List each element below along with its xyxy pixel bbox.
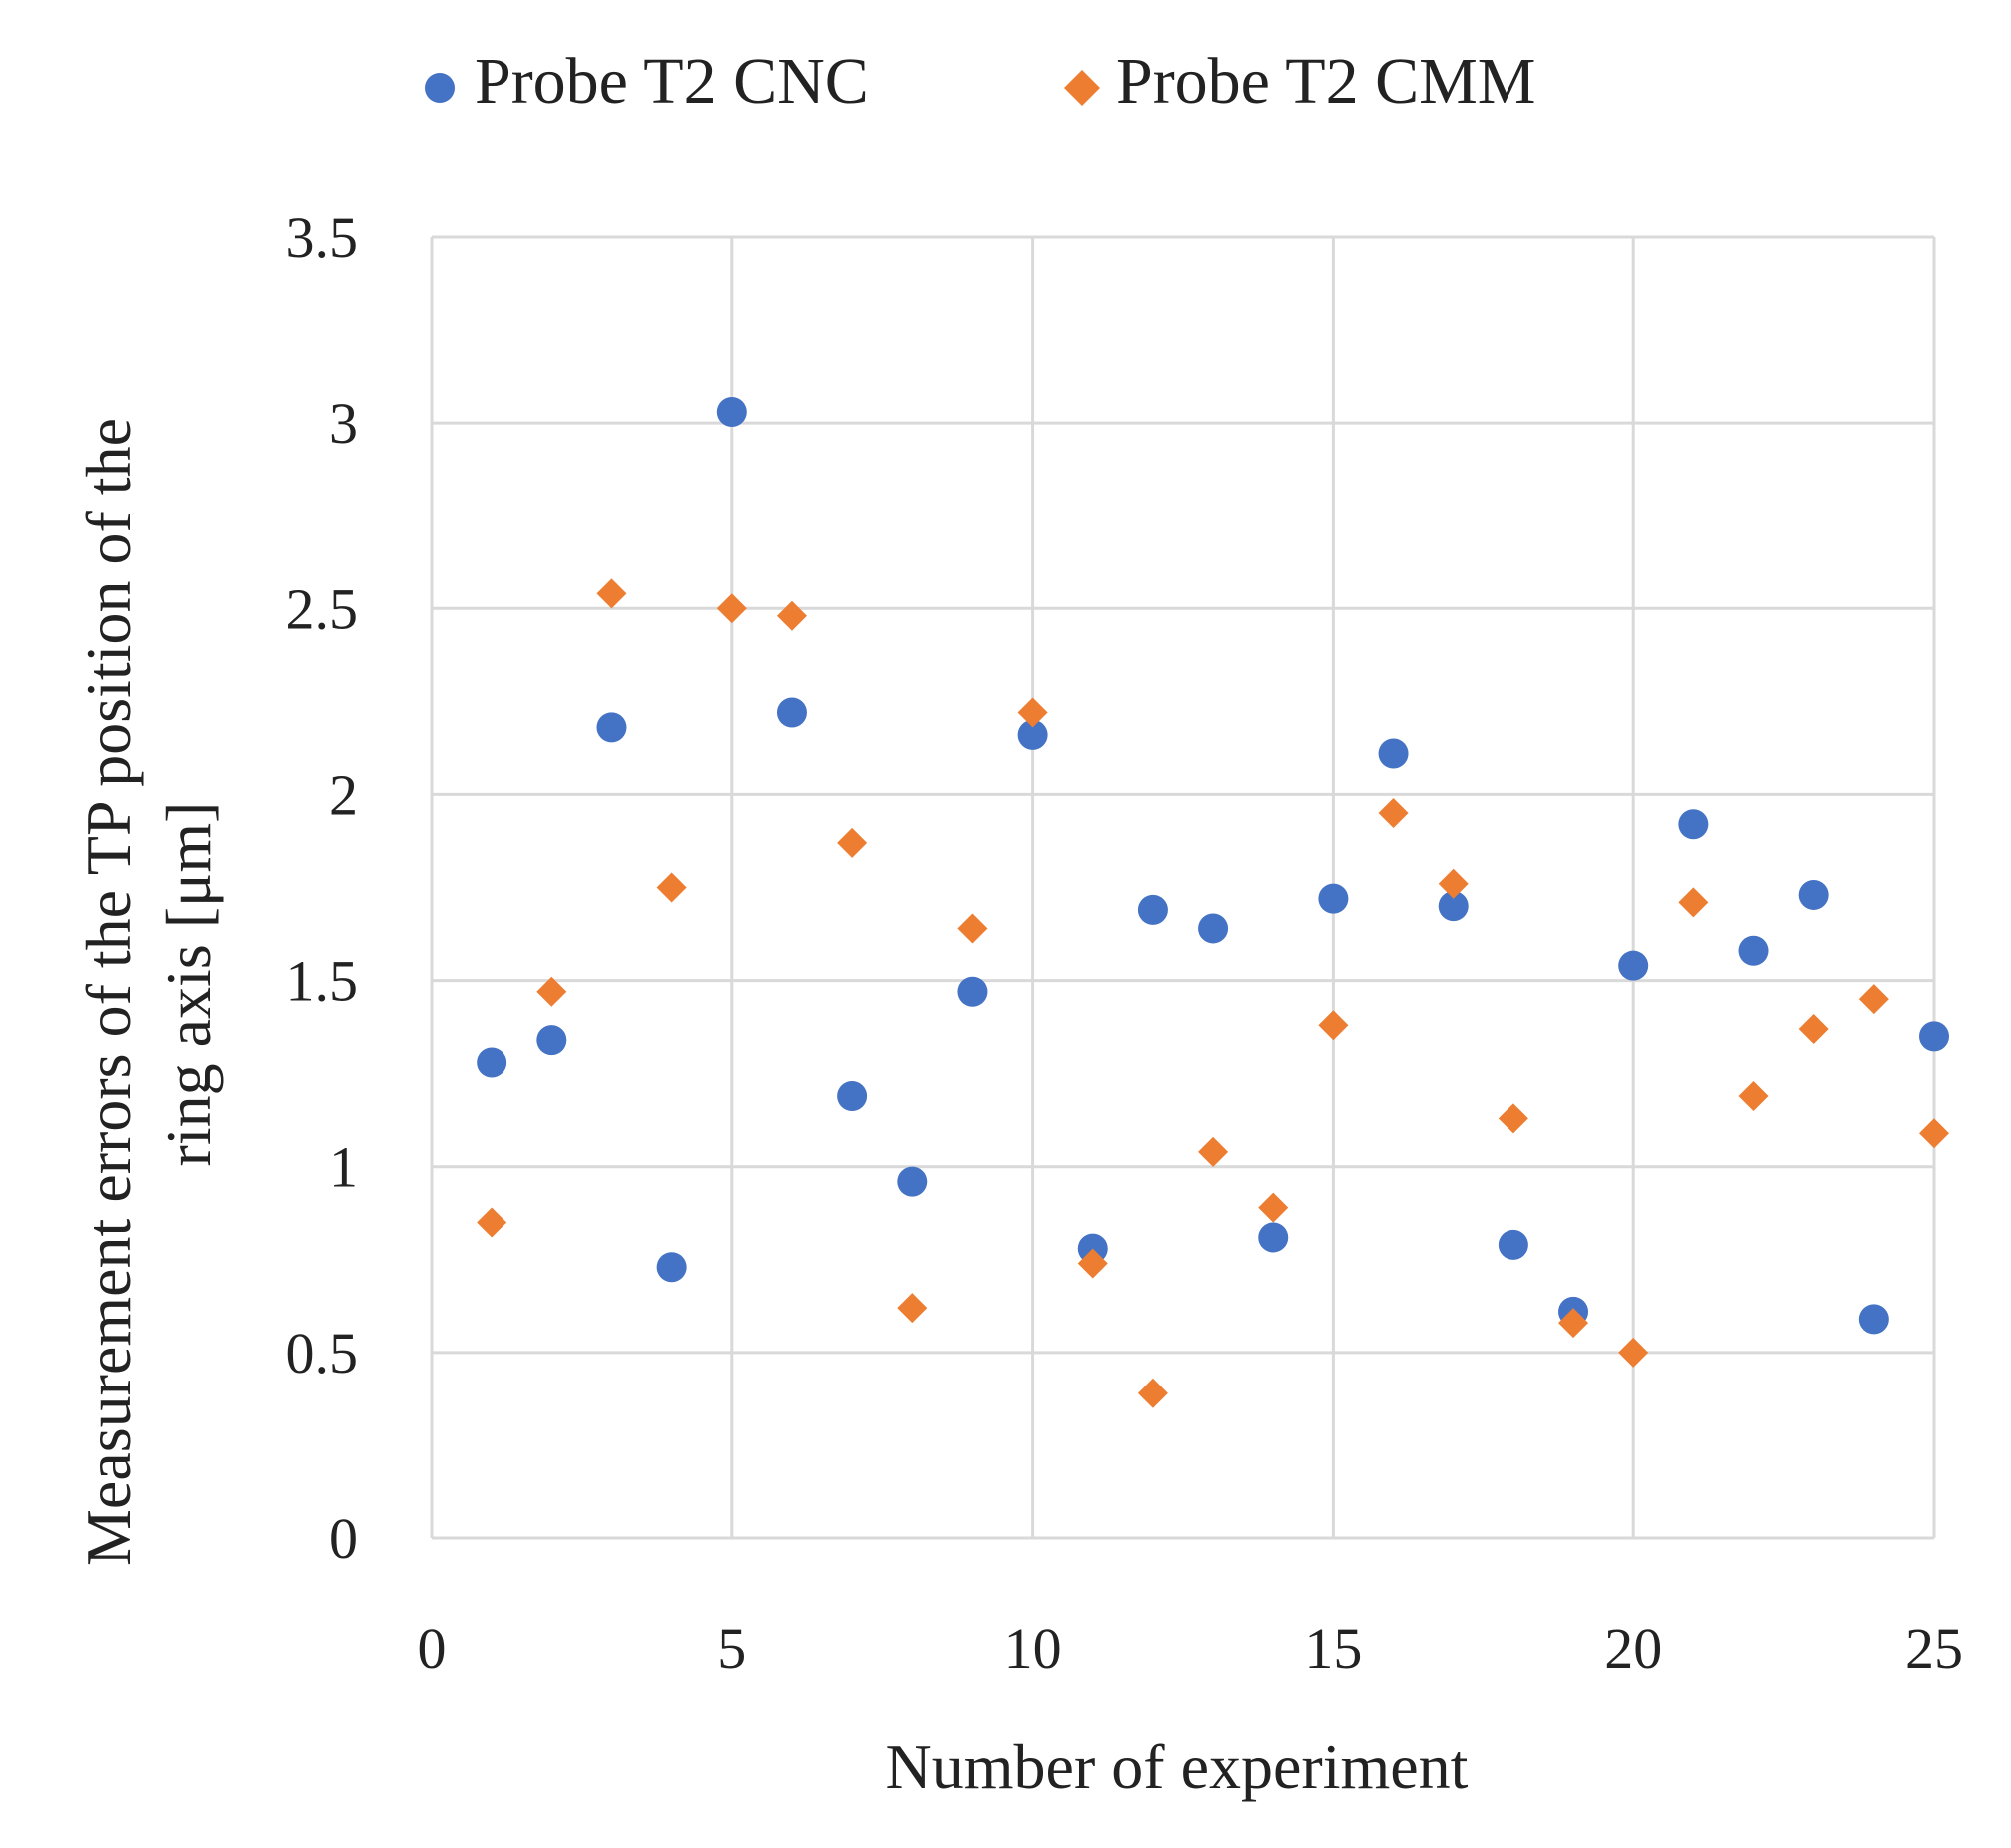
series-cnc xyxy=(477,396,1949,1335)
data-point xyxy=(656,1252,687,1283)
series-cmm xyxy=(477,578,1949,1408)
y-tick-label: 3 xyxy=(329,391,358,456)
data-point xyxy=(957,913,988,944)
y-tick-label: 2 xyxy=(329,762,358,827)
y-tick-label: 2.5 xyxy=(286,576,359,641)
data-point xyxy=(776,600,807,631)
x-axis-title: Number of experiment xyxy=(886,1731,1469,1802)
data-point xyxy=(1498,1229,1528,1260)
data-point xyxy=(477,1047,507,1078)
data-point xyxy=(1858,1304,1889,1335)
x-tick-label: 15 xyxy=(1304,1616,1362,1681)
y-axis-title-line-1: Measurement errors of the TP position of… xyxy=(73,418,144,1566)
gridlines xyxy=(430,235,1936,1540)
data-point xyxy=(1137,1378,1168,1408)
data-point xyxy=(596,578,627,609)
data-point xyxy=(1017,697,1048,728)
x-tick-label: 25 xyxy=(1905,1616,1963,1681)
legend-label-cnc: Probe T2 CNC xyxy=(475,45,869,118)
data-point xyxy=(1258,1222,1289,1253)
data-point xyxy=(716,593,747,624)
data-point xyxy=(656,872,687,903)
data-point xyxy=(1618,950,1649,981)
data-point xyxy=(1378,798,1409,829)
data-point xyxy=(1738,935,1769,966)
data-point xyxy=(1438,868,1469,899)
y-axis-title: Measurement errors of the TP position of… xyxy=(73,402,224,1566)
data-point xyxy=(1198,913,1229,944)
legend: Probe T2 CNC Probe T2 CMM xyxy=(425,45,1536,118)
data-point xyxy=(1919,1118,1949,1149)
data-point xyxy=(1318,1010,1349,1041)
data-point xyxy=(1858,984,1889,1015)
data-point xyxy=(1318,883,1349,914)
y-axis-ticks: 0 0.5 1 1.5 2 2.5 3 3.5 xyxy=(286,205,359,1571)
data-point xyxy=(1258,1192,1289,1223)
y-tick-label: 1 xyxy=(329,1135,358,1200)
data-point xyxy=(536,1025,567,1056)
data-point xyxy=(1618,1337,1649,1368)
data-point xyxy=(1678,809,1709,840)
data-point xyxy=(596,712,627,743)
data-point xyxy=(837,827,868,858)
x-tick-label: 20 xyxy=(1604,1616,1662,1681)
data-point xyxy=(1498,1103,1528,1134)
y-tick-label: 1.5 xyxy=(286,949,359,1014)
data-point xyxy=(477,1207,507,1238)
legend-marker-cmm xyxy=(1064,70,1100,106)
data-point xyxy=(716,396,747,427)
data-point xyxy=(1738,1080,1769,1111)
data-point xyxy=(897,1166,928,1197)
data-point xyxy=(1378,738,1409,769)
data-point xyxy=(957,976,988,1007)
data-point xyxy=(776,697,807,728)
y-axis-title-line-2: ring axis [μm] xyxy=(153,802,224,1167)
x-tick-label: 5 xyxy=(717,1616,746,1681)
x-axis-ticks: 0 5 10 15 20 25 xyxy=(418,1616,1964,1681)
y-tick-label: 0 xyxy=(329,1506,358,1571)
data-point xyxy=(1438,891,1469,922)
legend-label-cmm: Probe T2 CMM xyxy=(1116,45,1536,118)
data-point xyxy=(1678,887,1709,918)
data-point xyxy=(1198,1136,1229,1167)
y-tick-label: 0.5 xyxy=(286,1321,359,1386)
data-point xyxy=(1919,1021,1949,1052)
data-point xyxy=(1798,1013,1829,1044)
data-point xyxy=(1077,1248,1108,1279)
data-point xyxy=(1558,1308,1589,1339)
data-point xyxy=(1017,719,1048,750)
data-points xyxy=(477,396,1949,1408)
svg-text:Measurement errors of the TP p: Measurement errors of the TP position of… xyxy=(73,402,224,1566)
data-point xyxy=(1137,894,1168,925)
data-point xyxy=(1798,879,1829,910)
data-point xyxy=(536,976,567,1007)
x-tick-label: 10 xyxy=(1004,1616,1062,1681)
data-point xyxy=(897,1293,928,1324)
y-tick-label: 3.5 xyxy=(286,205,359,270)
legend-marker-cnc xyxy=(425,73,455,103)
data-point xyxy=(837,1080,868,1111)
x-tick-label: 0 xyxy=(418,1616,447,1681)
